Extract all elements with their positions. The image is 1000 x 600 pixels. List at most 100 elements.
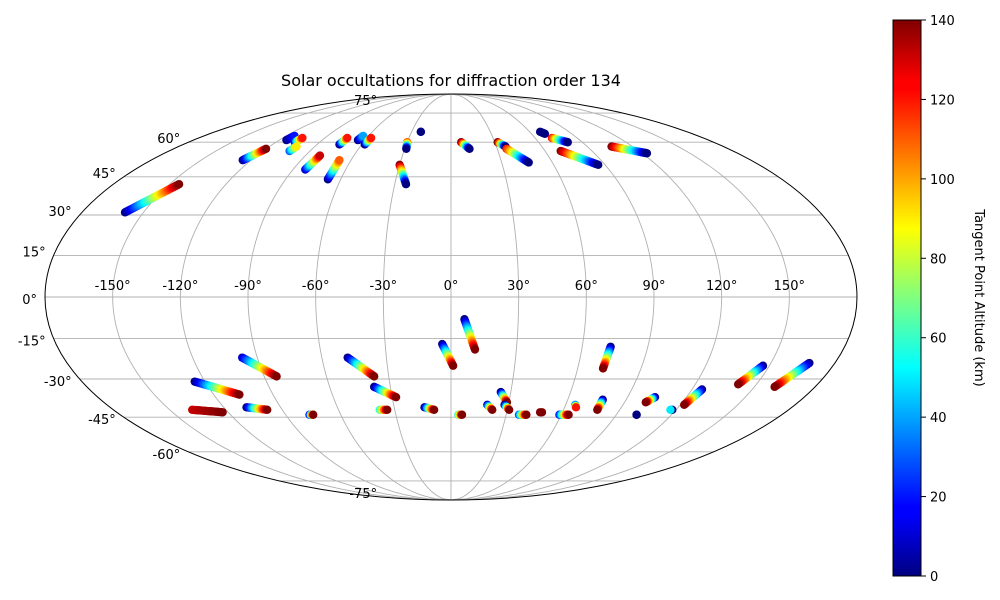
occultation-point — [261, 144, 271, 153]
lon-gridline — [247, 94, 452, 500]
lat-tick-label: 15° — [23, 245, 46, 260]
occultation-track — [360, 133, 376, 149]
lat-tick-label: -15° — [18, 335, 46, 350]
occultation-track — [416, 127, 426, 136]
colorbar-tick-label: 20 — [930, 491, 947, 506]
map-boundary — [44, 93, 858, 501]
occultation-track — [535, 127, 550, 139]
occultation-point — [292, 142, 301, 151]
occultation-track — [238, 144, 271, 165]
map-area: -150° -120° -90° -60° -30° 0° 30° 60° 90° 120° 150… — [18, 93, 858, 502]
lat-tick-label: 75° — [354, 94, 377, 109]
occultation-track — [323, 155, 344, 184]
lon-tick-label: 60° — [575, 279, 598, 294]
lat-tick-label: 0° — [22, 293, 37, 308]
lon-tick-label: 0° — [444, 279, 459, 294]
occultation-point — [679, 400, 689, 409]
colorbar-tick-label: 40 — [930, 411, 947, 426]
lon-gridline — [450, 94, 790, 500]
occultation-point — [594, 160, 603, 170]
lat-tick-label: 30° — [49, 205, 72, 220]
chart-title: Solar occultations for diffraction order… — [281, 71, 621, 90]
occultation-track — [188, 405, 227, 417]
colorbar-label: Tangent Point Altitude (km) — [971, 208, 986, 386]
lat-tick-label: -75° — [349, 487, 377, 502]
occultation-point — [315, 151, 325, 160]
occultation-track — [238, 353, 281, 381]
occultation-point — [218, 408, 227, 417]
colorbar-tick-label: 60 — [930, 332, 947, 347]
lon-gridline — [112, 94, 452, 500]
occultation-track — [335, 133, 352, 149]
occultation-point — [308, 410, 318, 419]
occultation-point — [642, 149, 652, 158]
lon-gridline — [450, 94, 655, 500]
lat-tick-label: -30° — [44, 375, 72, 390]
occultation-point — [369, 372, 379, 381]
occultation-track — [353, 131, 368, 145]
occultation-track — [242, 403, 272, 414]
occultation-track — [120, 180, 184, 217]
occultation-track — [607, 142, 652, 158]
occultation-track — [285, 142, 301, 156]
lon-tick-label: -90° — [234, 279, 262, 294]
occultation-point — [524, 158, 533, 167]
occultation-track — [454, 410, 467, 419]
occultation-track — [555, 410, 573, 419]
occultation-point — [632, 410, 641, 419]
occultation-point — [272, 372, 281, 381]
lon-tick-label: 90° — [642, 279, 665, 294]
occultation-point — [343, 133, 352, 143]
lat-tick-label: 60° — [157, 132, 180, 147]
occultation-point — [770, 382, 779, 392]
lon-tick-label: 150° — [774, 279, 805, 294]
occultation-point — [457, 410, 467, 419]
occultation-point — [402, 144, 411, 153]
occultation-point — [540, 129, 550, 139]
lon-gridline — [450, 94, 723, 500]
occultation-point — [383, 405, 392, 414]
lon-tick-label: 120° — [706, 279, 737, 294]
occultation-point — [465, 144, 474, 153]
occultation-point — [666, 405, 675, 414]
occultation-track — [460, 315, 480, 354]
occultation-track — [535, 408, 547, 417]
occultation-track — [547, 133, 572, 147]
occultation-point — [235, 390, 244, 399]
occultation-point — [598, 364, 608, 373]
occultation-point — [298, 133, 307, 143]
colorbar-tick-label: 140 — [930, 14, 955, 29]
occultation-track — [438, 339, 458, 370]
lat-tick-label: -60° — [153, 448, 181, 463]
colorbar-gradient — [892, 19, 922, 577]
colorbar-tick-label: 100 — [930, 173, 955, 188]
colorbar-tick-label: 0 — [930, 570, 938, 585]
colorbar-tick-label: 120 — [930, 93, 955, 108]
colorbar-tick-label: 80 — [930, 252, 947, 267]
occultation-point — [563, 138, 572, 147]
lon-tick-label: -120° — [162, 279, 198, 294]
occultation-track — [598, 342, 615, 373]
occultation-track — [556, 146, 603, 170]
occultation-track — [402, 138, 412, 153]
occultation-point — [416, 127, 426, 136]
occultation-track — [571, 400, 581, 412]
occultation-track — [641, 392, 660, 407]
occultation-point — [470, 345, 480, 354]
occultation-track — [593, 395, 607, 414]
occultation-point — [401, 180, 411, 189]
occultation-point — [537, 408, 547, 417]
occultation-point — [429, 405, 439, 414]
colorbar: 0 20 40 60 80 100 120 140 Tangent Point Altitud… — [892, 14, 986, 585]
occultation-track — [301, 151, 325, 174]
occultation-point — [448, 361, 458, 370]
occultation-track — [343, 353, 379, 381]
lon-tick-label: -60° — [302, 279, 330, 294]
lon-gridline — [450, 94, 587, 500]
occultation-track — [666, 405, 677, 414]
occultation-track — [514, 410, 531, 419]
occultation-point — [391, 392, 401, 402]
occultation-point — [641, 398, 650, 407]
occultation-track — [679, 385, 707, 409]
occultation-point — [733, 380, 743, 389]
